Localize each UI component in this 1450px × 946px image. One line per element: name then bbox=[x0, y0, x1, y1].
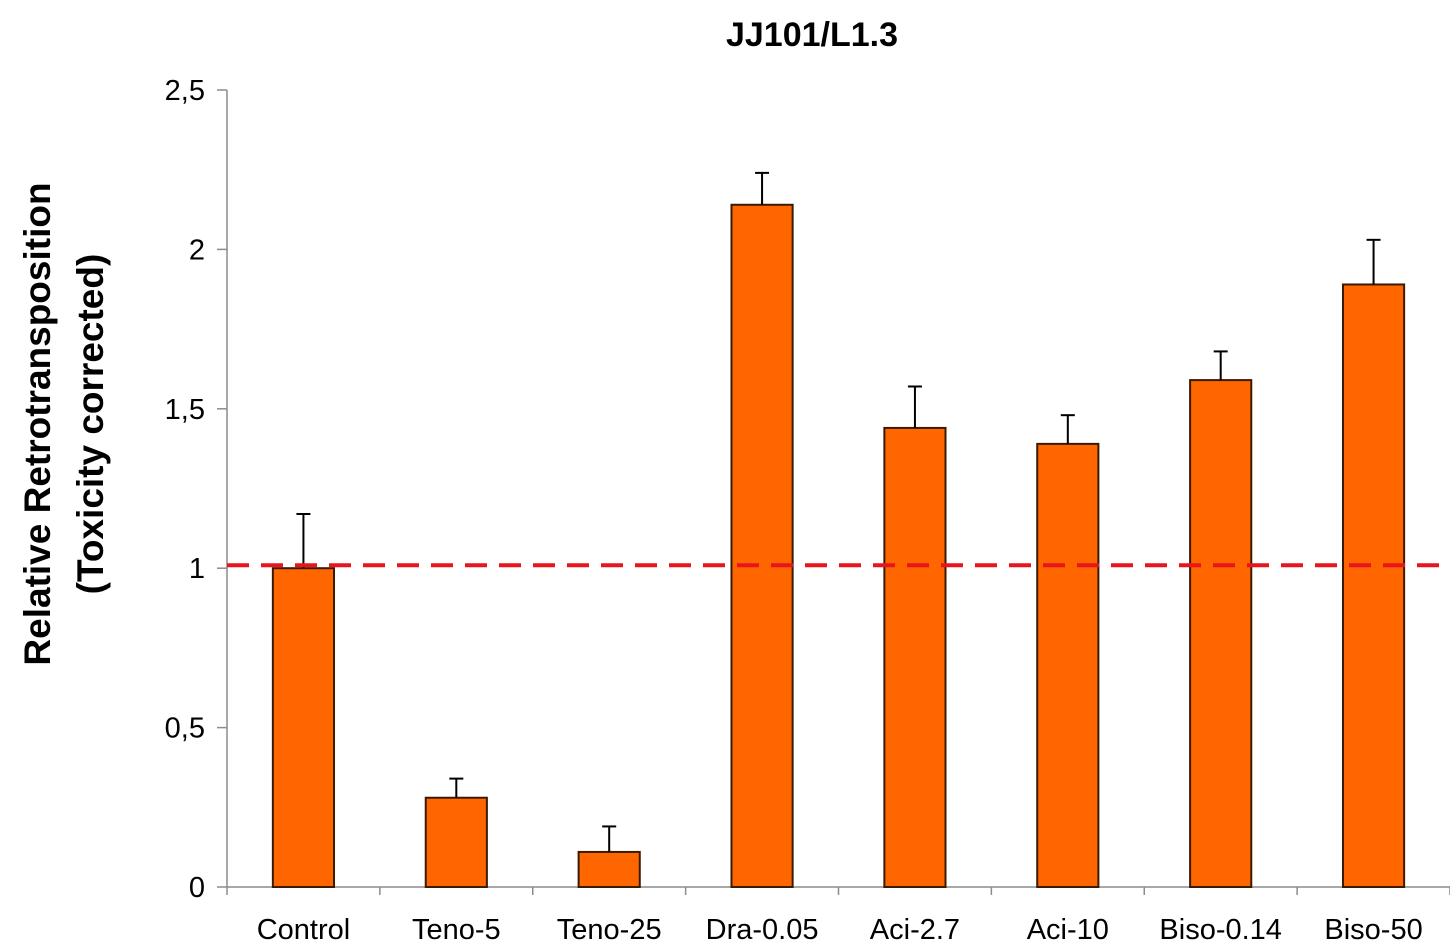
y-axis-label: Relative Retrotransposition (Toxicity co… bbox=[17, 182, 111, 665]
x-tick-label: Teno-5 bbox=[412, 914, 501, 946]
x-tick-label: Dra-0.05 bbox=[706, 914, 819, 946]
y-tick-label: 2,5 bbox=[165, 75, 205, 107]
y-axis-label-line-1: Relative Retrotransposition bbox=[17, 182, 58, 665]
bar-dra-0-05 bbox=[730, 203, 794, 888]
x-tick-label: Aci-10 bbox=[1027, 914, 1109, 946]
y-tick-label: 0,5 bbox=[165, 713, 205, 745]
x-tick-label: Biso-0.14 bbox=[1159, 914, 1282, 946]
chart-title: JJ101/L1.3 bbox=[726, 16, 898, 54]
error-bars bbox=[296, 171, 1381, 852]
bar-aci-2-7 bbox=[883, 426, 947, 888]
y-tick-label: 1,5 bbox=[165, 394, 205, 426]
bar-biso-0-14 bbox=[1189, 379, 1253, 888]
x-ticks bbox=[226, 887, 1450, 895]
y-ticks: 0 0,5 1 1,5 2 2,5 bbox=[165, 75, 227, 904]
y-axis-label-line-2: (Toxicity corrected) bbox=[70, 254, 111, 595]
axes bbox=[226, 90, 1450, 888]
bars bbox=[271, 203, 1406, 889]
x-tick-label: Teno-25 bbox=[557, 914, 662, 946]
bar-control bbox=[271, 567, 336, 888]
x-tick-label: Control bbox=[257, 914, 351, 946]
x-tick-label: Aci-2.7 bbox=[870, 914, 960, 946]
bar-aci-10 bbox=[1036, 442, 1100, 888]
bar-teno-25 bbox=[577, 850, 641, 889]
y-tick-label: 2 bbox=[189, 234, 205, 266]
bar-teno-5 bbox=[424, 796, 488, 889]
bar-biso-50 bbox=[1341, 283, 1406, 888]
category-labels: Control Teno-5 Teno-25 Dra-0.05 Aci-2.7 Aci-1… bbox=[257, 914, 1423, 946]
y-tick-label: 0 bbox=[189, 872, 205, 904]
y-tick-label: 1 bbox=[189, 553, 205, 585]
x-tick-label: Biso-50 bbox=[1324, 914, 1422, 946]
